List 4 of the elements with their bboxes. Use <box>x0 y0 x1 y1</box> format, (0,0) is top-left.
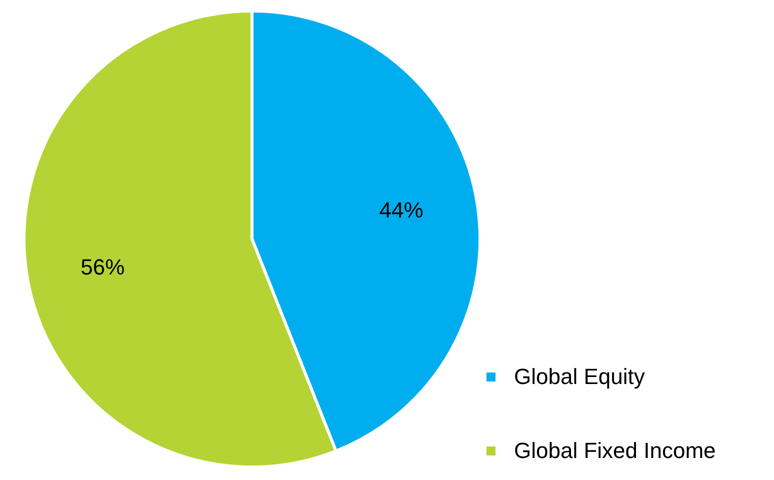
legend-label: Global Fixed Income <box>514 438 716 463</box>
data-label: 44% <box>379 198 424 223</box>
data-label: 56% <box>80 254 125 280</box>
legend-label: Global Equity <box>514 364 645 389</box>
